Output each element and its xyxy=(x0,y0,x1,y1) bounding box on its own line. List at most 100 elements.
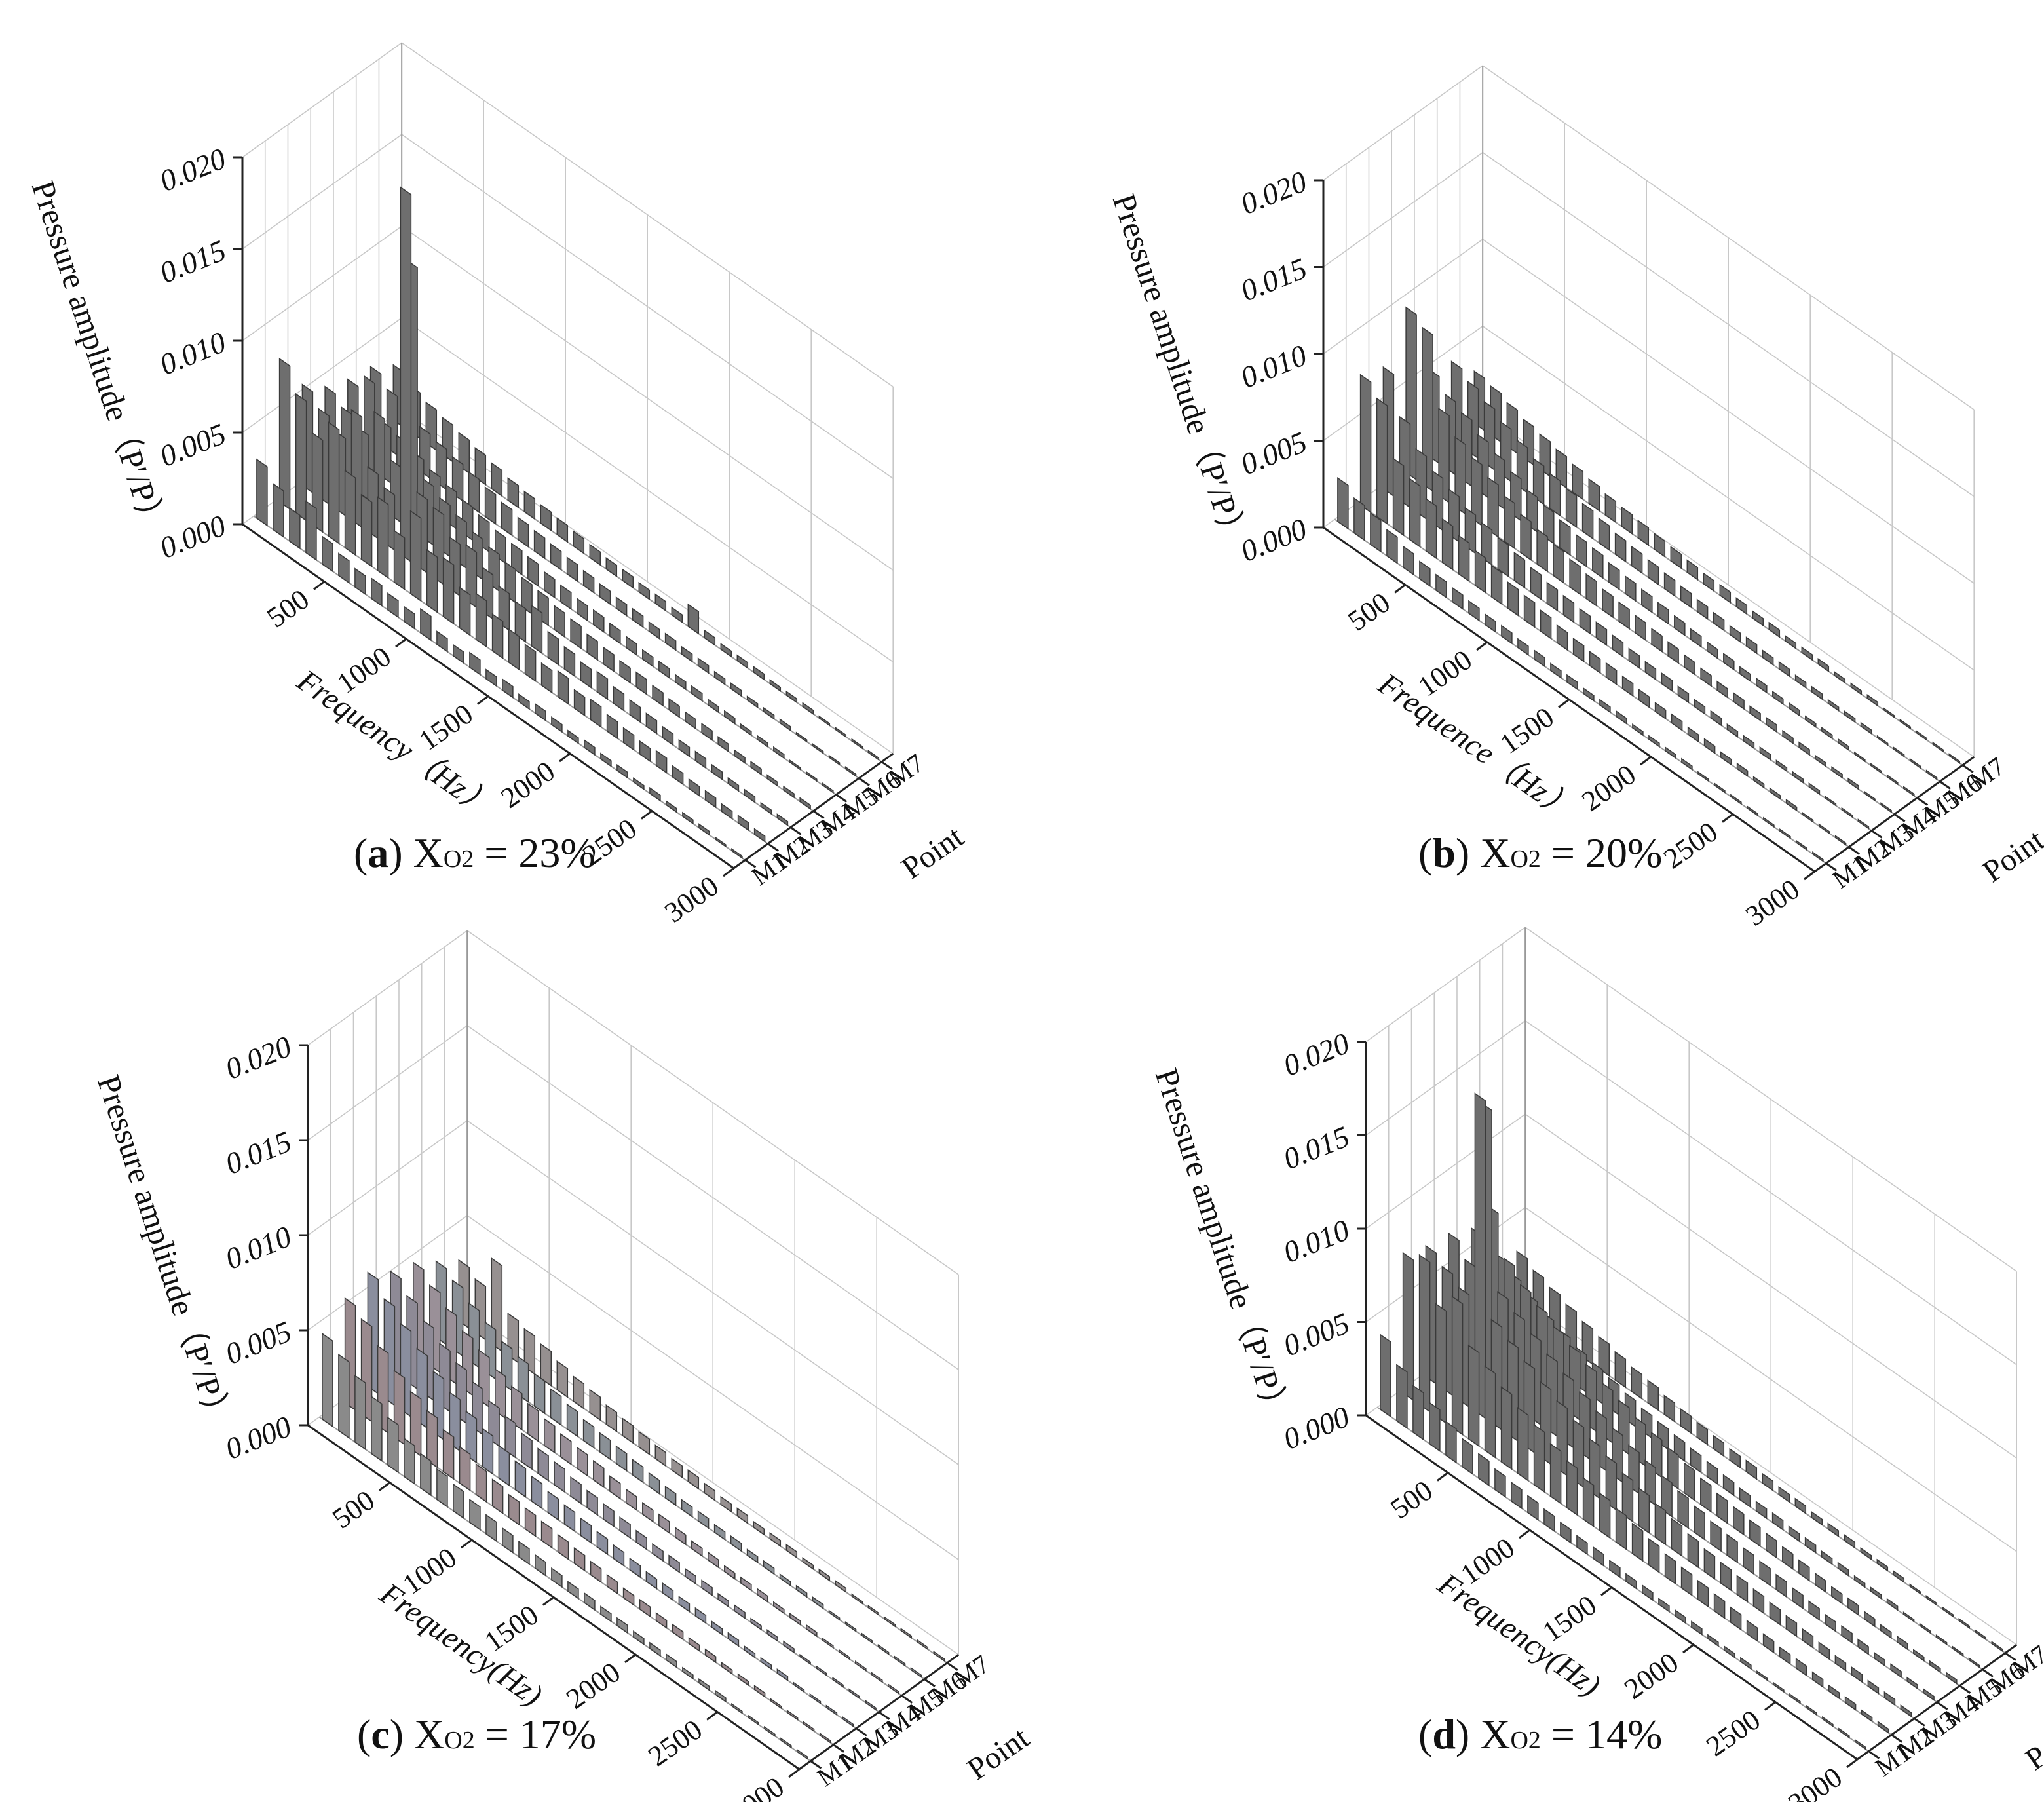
bar-M4-2500 xyxy=(717,736,729,753)
panel-c-x-tick-label: 3000 xyxy=(725,1771,790,1802)
bar-M1-2200 xyxy=(1724,1645,1735,1658)
bar-M1-2900 xyxy=(1796,839,1807,851)
bar-M3-3000 xyxy=(776,813,789,826)
panel-a-y-tick xyxy=(744,859,757,868)
bar-M2-2500 xyxy=(1795,1657,1807,1677)
bar-M5-1200 xyxy=(527,556,539,587)
panel-c-x-tick xyxy=(542,1596,554,1606)
bar-M7-2700 xyxy=(818,715,831,727)
bar-M1-1400 xyxy=(535,1554,546,1577)
bar-M1-1900 xyxy=(1632,723,1644,737)
bar-M3-1000 xyxy=(514,1460,527,1498)
bar-M4-1300 xyxy=(1602,588,1614,619)
bar-M7-2700 xyxy=(1942,1606,1954,1618)
bar-M4-1600 xyxy=(1651,627,1663,653)
bar-M3-1500 xyxy=(531,604,543,655)
bar-M7-1700 xyxy=(1778,1486,1790,1503)
bar-M5-1300 xyxy=(1625,575,1637,602)
bar-M7-900 xyxy=(1647,1379,1659,1411)
bar-M1-600 xyxy=(1419,560,1431,587)
bar-M4-3000 xyxy=(799,797,811,810)
bar-M1-1300 xyxy=(1534,649,1545,668)
bar-M7-2400 xyxy=(835,1580,847,1593)
panel-b-z-axis-title: Pressure amplitude（P′/P） xyxy=(1106,189,1255,551)
bar-M6-800 xyxy=(550,1388,562,1426)
bar-M2-2600 xyxy=(1811,1671,1824,1688)
bar-M2-100 xyxy=(1359,374,1372,514)
panel-b-wall-grid-line xyxy=(1323,65,1483,181)
bar-M7-1300 xyxy=(1713,1434,1725,1457)
bar-M2-2100 xyxy=(672,1623,684,1641)
bar-M5-900 xyxy=(544,1417,556,1454)
panel-b-y-tick xyxy=(1893,813,1906,822)
bar-M6-1600 xyxy=(681,1499,693,1518)
panel-a-x-tick-label: 500 xyxy=(261,583,315,634)
bar-M4-500 xyxy=(1471,456,1483,527)
bar-M3-800 xyxy=(1497,537,1509,577)
bar-M5-1800 xyxy=(1707,641,1718,659)
bar-M1-2700 xyxy=(1806,1704,1817,1716)
bar-M1-2000 xyxy=(1691,1620,1703,1636)
bar-M4-1300 xyxy=(521,576,533,615)
bar-M3-2800 xyxy=(809,1693,822,1704)
bar-M3-2200 xyxy=(1726,723,1739,738)
bar-M7-800 xyxy=(1588,478,1600,512)
bar-M6-1700 xyxy=(1755,1501,1768,1520)
bar-M6-2800 xyxy=(1893,746,1905,757)
bar-M6-2200 xyxy=(713,670,726,685)
bar-M4-1600 xyxy=(1694,1505,1705,1541)
bar-M7-2700 xyxy=(1899,718,1912,730)
bar-M6-1500 xyxy=(1680,585,1692,609)
panel-d-x-tick xyxy=(1437,1472,1448,1482)
bar-M1-300 xyxy=(1412,1384,1424,1441)
panel-a-x-tick xyxy=(641,810,653,820)
panel-c-y-axis-title: Point xyxy=(961,1720,1036,1787)
panel-a-z-tick-label: 0.005 xyxy=(155,417,231,473)
bar-M3-2700 xyxy=(1808,782,1821,796)
bar-M6-1700 xyxy=(697,1510,710,1529)
bar-M1-800 xyxy=(1494,1468,1506,1498)
bar-M1-1500 xyxy=(1609,1559,1621,1579)
bar-M7-1600 xyxy=(638,581,651,600)
bar-M7-600 xyxy=(1598,1335,1610,1377)
bar-M4-1600 xyxy=(635,1529,647,1550)
bar-M4-2500 xyxy=(1841,1625,1853,1644)
bar-M1-800 xyxy=(1452,586,1464,610)
bar-M4-1800 xyxy=(1726,1533,1738,1563)
bar-M3-1200 xyxy=(1605,1455,1618,1511)
bar-M6-1100 xyxy=(1614,532,1627,563)
bar-M1-2200 xyxy=(600,752,612,767)
bar-M4-600 xyxy=(1487,476,1499,538)
panel-b-z-tick-label: 0.020 xyxy=(1236,164,1312,221)
bar-M6-700 xyxy=(533,1373,546,1415)
bar-M3-1100 xyxy=(1546,581,1559,612)
bar-M5-800 xyxy=(527,1402,539,1442)
bar-M2-600 xyxy=(360,493,373,567)
bar-M5-2500 xyxy=(806,1624,818,1638)
panel-d-x-tick xyxy=(1519,1529,1530,1539)
panel-d-bars xyxy=(1376,1092,2006,1752)
bar-M2-1700 xyxy=(540,662,553,694)
panel-b-y-tick xyxy=(1848,846,1860,855)
bar-M1-2400 xyxy=(1756,1670,1768,1681)
bar-M5-3000 xyxy=(822,782,834,794)
bar-M2-400 xyxy=(1409,477,1421,548)
bar-M2-200 xyxy=(295,393,307,522)
bar-M5-1100 xyxy=(511,542,523,576)
bar-M6-1000 xyxy=(582,1418,595,1449)
bar-M5-1200 xyxy=(1608,562,1620,590)
bar-M4-1600 xyxy=(570,618,582,649)
bar-M4-1700 xyxy=(1667,641,1679,664)
bar-M4-2100 xyxy=(717,1592,729,1608)
bar-M1-500 xyxy=(1445,1420,1457,1464)
bar-M5-2100 xyxy=(1798,1559,1810,1582)
panel-d-x-tick-label: 2000 xyxy=(1619,1646,1684,1706)
bar-M2-600 xyxy=(1441,518,1454,571)
bar-M3-2200 xyxy=(1769,1601,1781,1626)
bar-M4-1100 xyxy=(1569,558,1581,596)
bar-M1-1700 xyxy=(518,693,530,710)
bar-M2-2900 xyxy=(737,815,749,832)
bar-M3-1400 xyxy=(1595,621,1608,646)
bar-M2-100 xyxy=(278,357,291,510)
panel-c-wall-grid-line xyxy=(307,1025,468,1141)
